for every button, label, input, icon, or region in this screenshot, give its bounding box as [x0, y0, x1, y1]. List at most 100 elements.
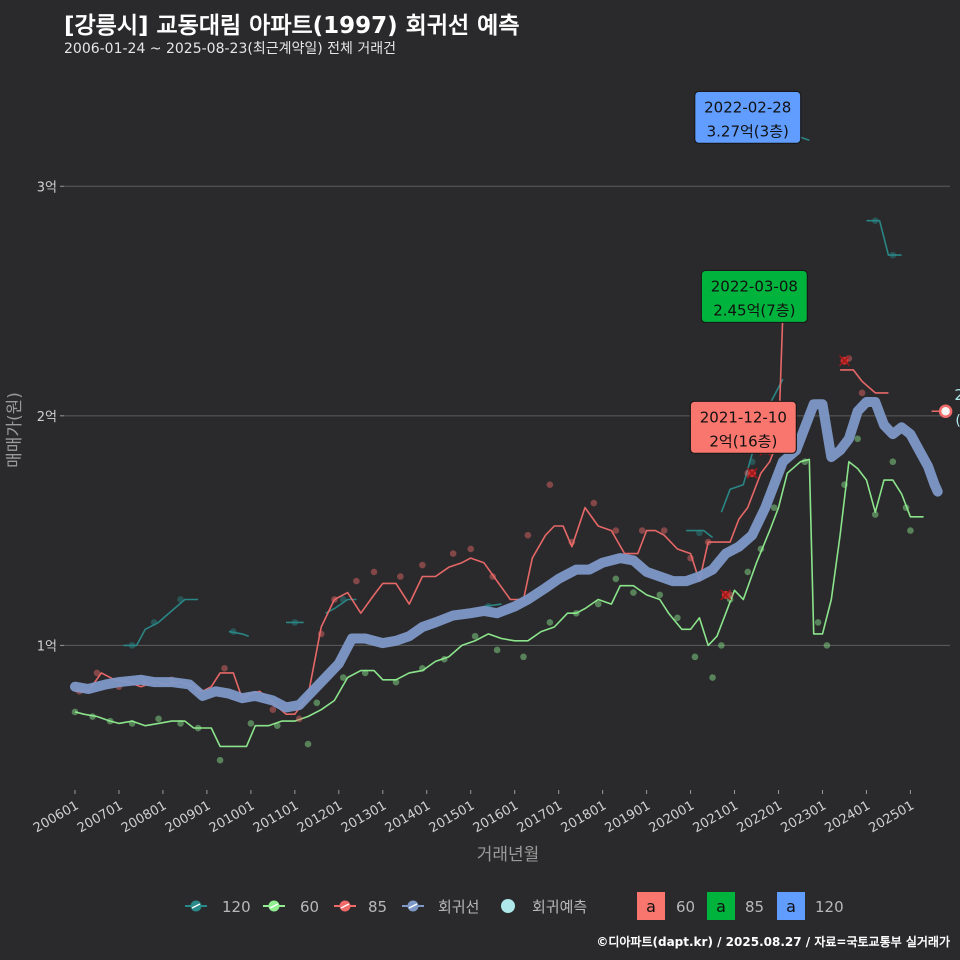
- series-60-point: [630, 589, 637, 596]
- series-85-point: [612, 527, 620, 534]
- series-60-point: [612, 575, 620, 583]
- x-tick-label: 201401: [383, 798, 433, 836]
- series-60-point: [854, 435, 861, 443]
- series-85-line: [75, 311, 801, 715]
- series-60-point: [339, 674, 347, 681]
- annotation-85: 2022-03-08 2.45억(7층): [700, 269, 808, 324]
- annotation-text: 3.27억(3층): [707, 122, 789, 140]
- series-120-line: [686, 529, 714, 539]
- x-tick-label: 202001: [647, 798, 697, 836]
- annotation-layer: 2021-12-102억(16층)2022-03-082.45억(7층)2022…: [689, 90, 808, 454]
- y-tick-label: 1억: [37, 639, 57, 654]
- x-tick-label: 201101: [251, 798, 301, 836]
- series-60-point: [89, 713, 96, 720]
- y-axis: 1억 2억 3억: [37, 180, 64, 654]
- series-60-point: [757, 545, 765, 553]
- y-tick-label: 2억: [37, 410, 57, 425]
- series-60-point: [471, 632, 479, 640]
- series-60-point: [656, 591, 664, 599]
- x-tick-label: 202301: [779, 798, 829, 836]
- series-60-point: [441, 655, 448, 663]
- series-85-point: [93, 669, 101, 677]
- prediction-point: [938, 404, 953, 418]
- series-85-point: [419, 561, 426, 569]
- series-60-point: [709, 674, 716, 681]
- x-tick-label: 201801: [559, 798, 609, 836]
- series-85-point: [489, 573, 497, 580]
- y-axis-title: 매매가(원): [5, 392, 25, 468]
- annotation-text: 2.45억(7층): [713, 301, 795, 319]
- highlight-cross: [838, 355, 851, 367]
- series-120-line: [483, 603, 502, 608]
- series-60-point: [177, 720, 184, 727]
- series-60-point: [106, 717, 114, 725]
- chart-title: [강릉시] 교동대림 아파트(1997) 회귀선 예측: [64, 13, 520, 39]
- legend-mark-85: [340, 903, 350, 909]
- legend-label-box-85: [707, 892, 735, 920]
- series-85-point: [524, 531, 532, 539]
- legend-dot-회귀예측: [501, 899, 515, 913]
- series-60-point: [770, 504, 778, 511]
- series-60-point: [907, 527, 914, 534]
- series-85-point: [568, 538, 576, 546]
- legend-label-glyph-60: a: [646, 897, 656, 916]
- series-120-point: [748, 458, 756, 466]
- series-60-point: [71, 708, 79, 716]
- grid-layer: [64, 185, 950, 646]
- series-85-point: [687, 554, 694, 562]
- x-tick-label: 201501: [427, 798, 477, 836]
- x-axis-title: 거래년월: [477, 845, 540, 865]
- series-85-point: [467, 545, 475, 553]
- annotation-box: [700, 269, 808, 324]
- series-60-point: [194, 724, 202, 732]
- annotation-120: 2022-02-28 3.27억(3층): [694, 90, 802, 144]
- series-60-point: [718, 642, 725, 649]
- x-tick-label: 201001: [207, 798, 257, 836]
- legend-label-name-60: 60: [676, 898, 695, 916]
- series-85-point: [353, 577, 360, 585]
- x-axis: 2006012007012008012009012010012011012012…: [31, 790, 917, 836]
- x-tick-label: 201601: [471, 798, 521, 836]
- footer-credit: ©디아파트(dapt.kr) / 2025.08.27 / 자료=국토교통부 실…: [596, 935, 950, 949]
- series-60-point: [520, 653, 527, 661]
- series-60-point: [128, 720, 136, 727]
- series-120-line: [866, 219, 902, 256]
- series-85-point: [704, 538, 712, 546]
- highlight-cross: [720, 589, 732, 601]
- chart-subtitle: 2006-01-24 ~ 2025-08-23(최근계약일) 전체 거래건: [64, 41, 396, 57]
- legend-label-회귀선: 회귀선: [438, 898, 479, 916]
- legend-label-box-60: [637, 892, 665, 920]
- annotation-date: 2022-03-08: [711, 277, 798, 295]
- series-120-point: [177, 596, 184, 603]
- prediction-area-label: (~85㎡): [955, 413, 960, 429]
- series-60-point: [814, 619, 822, 626]
- series-60-point: [594, 600, 602, 608]
- highlight-layer: [720, 355, 851, 601]
- x-tick-label: 200801: [119, 798, 169, 836]
- annotation-box: [689, 400, 797, 454]
- series-120-point: [291, 619, 299, 626]
- series-85-point: [638, 527, 646, 534]
- x-tick-label: 201201: [295, 798, 345, 836]
- series-60-point: [155, 715, 162, 723]
- series-120-line: [228, 630, 249, 637]
- series-85-point: [858, 389, 866, 397]
- series-60-point: [841, 481, 848, 488]
- prediction-layer: 20,200 (~85㎡): [931, 386, 960, 429]
- x-tick-label: 202401: [823, 798, 873, 836]
- series-120-point: [229, 628, 237, 635]
- series-85-line: [840, 369, 889, 394]
- series-60-line: [74, 458, 924, 748]
- series-60-point: [674, 614, 681, 622]
- series-60-point: [361, 669, 369, 677]
- regression-layer: [70, 397, 943, 713]
- series-60-point: [304, 740, 312, 748]
- series-60-point: [419, 665, 426, 672]
- series-85-point: [546, 481, 554, 488]
- series-120-point: [696, 529, 703, 537]
- x-tick-label: 200901: [163, 798, 213, 836]
- series-85-point: [449, 550, 457, 557]
- series-60-point: [572, 609, 580, 617]
- legend-label-60: 60: [300, 898, 319, 916]
